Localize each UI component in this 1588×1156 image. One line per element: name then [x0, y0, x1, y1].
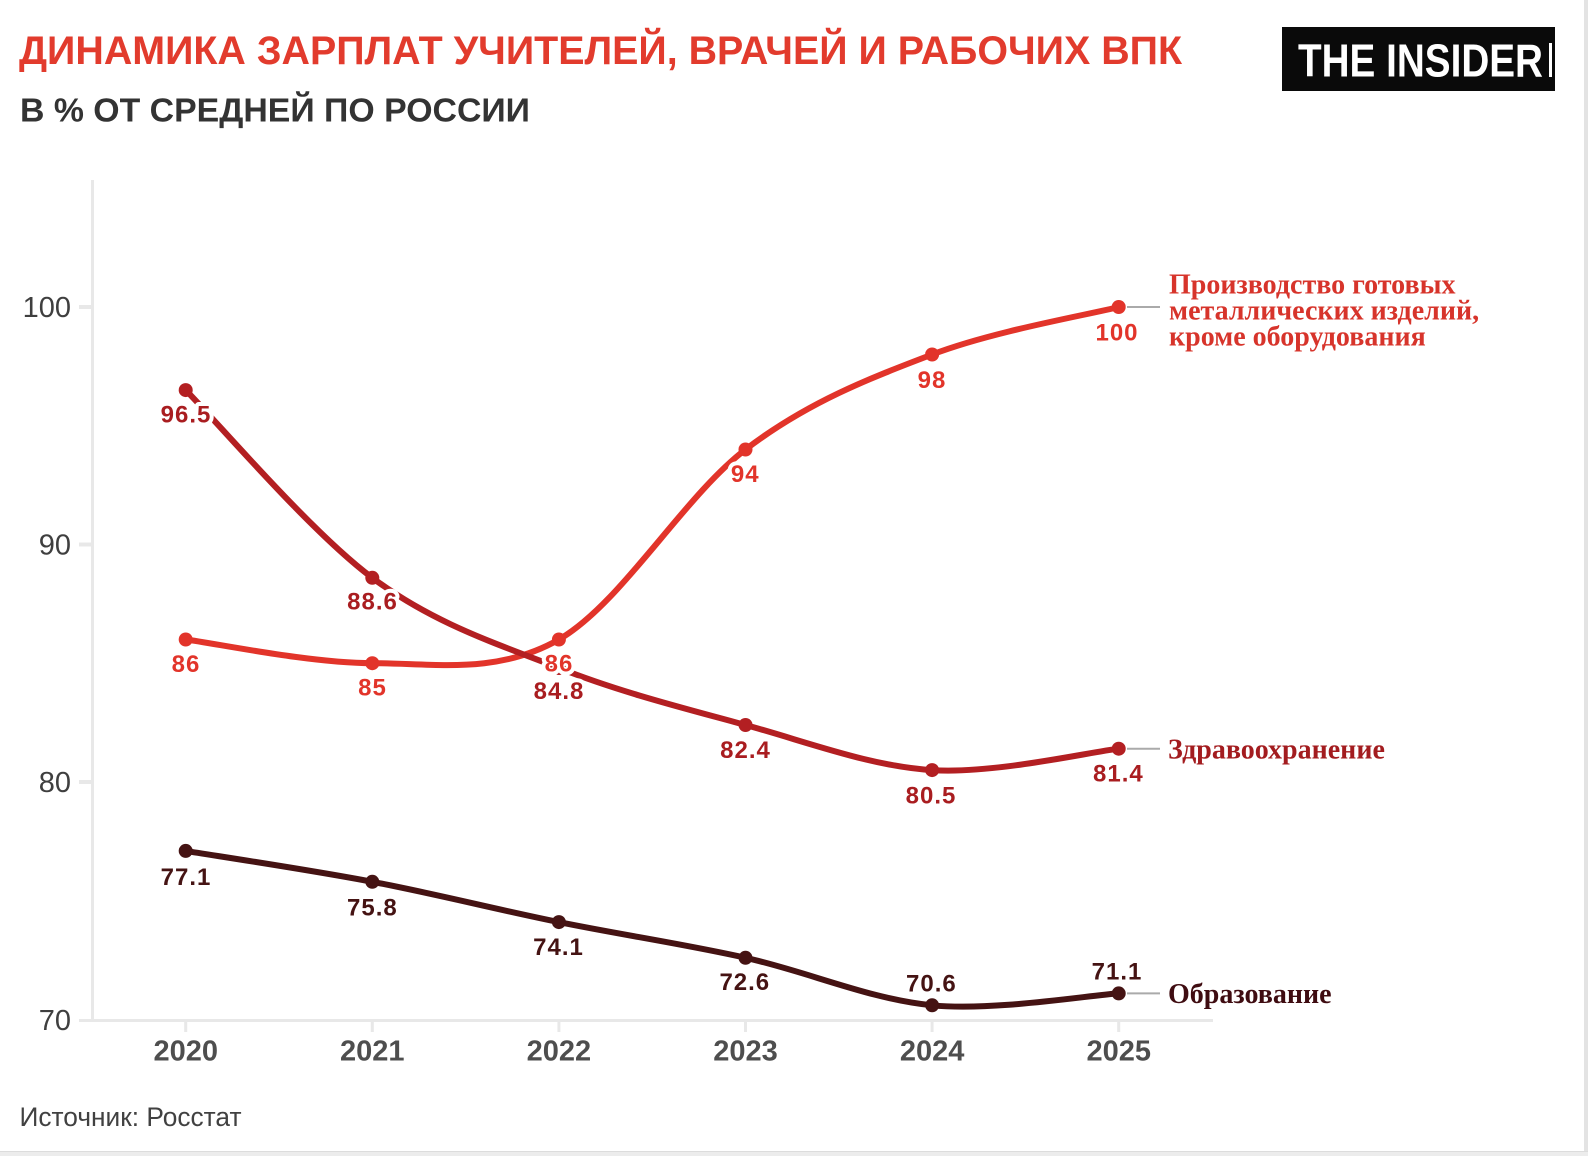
svg-text:THE INSIDER: THE INSIDER — [1298, 35, 1543, 87]
svg-text:81.4: 81.4 — [1093, 761, 1144, 788]
svg-text:В % ОТ СРЕДНЕЙ ПО РОССИИ: В % ОТ СРЕДНЕЙ ПО РОССИИ — [20, 91, 530, 129]
svg-text:Источник: Росстат: Источник: Росстат — [20, 1102, 242, 1132]
svg-text:кроме оборудования: кроме оборудования — [1169, 322, 1426, 353]
svg-text:2023: 2023 — [713, 1036, 778, 1068]
svg-text:2025: 2025 — [1086, 1036, 1151, 1068]
svg-text:74.1: 74.1 — [533, 934, 584, 961]
svg-text:86: 86 — [172, 651, 201, 678]
svg-text:70.6: 70.6 — [906, 971, 957, 998]
svg-text:77.1: 77.1 — [161, 864, 212, 891]
svg-text:ДИНАМИКА ЗАРПЛАТ УЧИТЕЛЕЙ, ВРА: ДИНАМИКА ЗАРПЛАТ УЧИТЕЛЕЙ, ВРАЧЕЙ И РАБО… — [19, 27, 1183, 73]
svg-text:Здравоохранение: Здравоохранение — [1168, 735, 1385, 766]
svg-text:2021: 2021 — [340, 1036, 405, 1068]
svg-text:75.8: 75.8 — [347, 895, 398, 922]
svg-text:Производство готовых: Производство готовых — [1169, 270, 1455, 301]
svg-text:82.4: 82.4 — [720, 737, 771, 764]
svg-text:94: 94 — [731, 461, 760, 488]
svg-text:98: 98 — [918, 367, 947, 394]
svg-text:80: 80 — [39, 767, 71, 799]
svg-text:100: 100 — [23, 292, 71, 324]
svg-text:84.8: 84.8 — [534, 678, 585, 705]
svg-text:металлических изделий,: металлических изделий, — [1169, 296, 1479, 327]
svg-text:88.6: 88.6 — [347, 589, 398, 616]
svg-text:80.5: 80.5 — [906, 783, 957, 810]
svg-text:70: 70 — [39, 1005, 71, 1037]
svg-text:96.5: 96.5 — [161, 402, 212, 429]
svg-text:85: 85 — [358, 675, 387, 702]
svg-text:2024: 2024 — [900, 1036, 965, 1068]
svg-text:72.6: 72.6 — [719, 969, 770, 996]
svg-text:86: 86 — [545, 651, 574, 678]
svg-text:100: 100 — [1095, 320, 1138, 347]
svg-text:90: 90 — [39, 530, 71, 562]
svg-text:Образование: Образование — [1168, 979, 1332, 1010]
svg-text:2022: 2022 — [527, 1036, 592, 1068]
svg-text:2020: 2020 — [153, 1036, 218, 1068]
svg-text:71.1: 71.1 — [1092, 959, 1143, 986]
